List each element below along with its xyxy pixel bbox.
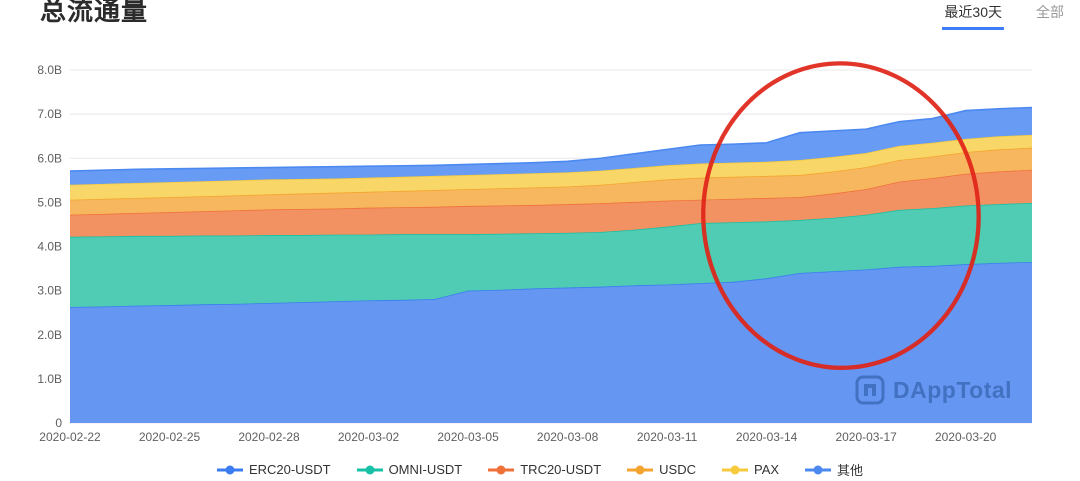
series-area-usdc[interactable] — [70, 147, 1032, 215]
legend-item-label: TRC20-USDT — [520, 462, 602, 477]
series-area-其他[interactable] — [70, 107, 1032, 185]
x-axis-tick-label: 2020-02-25 — [139, 430, 201, 444]
legend-item-label: PAX — [753, 462, 780, 477]
legend-marker-icon — [216, 465, 243, 474]
y-axis-tick-label: 5.0B — [37, 195, 62, 209]
x-axis-tick-label: 2020-03-11 — [637, 430, 698, 444]
series-area-pax[interactable] — [70, 134, 1032, 200]
legend-item-label: ERC20-USDT — [248, 462, 331, 477]
chart-legend: ERC20-USDT OMNI-USDT TRC20-USDT USDC PAX 其他 — [0, 460, 1080, 479]
legend-marker-icon — [805, 465, 832, 474]
y-axis-tick-label: 0 — [55, 416, 62, 430]
legend-item-erc20-usdt[interactable]: ERC20-USDT — [216, 462, 331, 477]
y-axis-tick-label: 6.0B — [37, 151, 62, 165]
x-axis-tick-label: 2020-03-17 — [835, 430, 897, 444]
legend-item-其他[interactable]: 其他 — [805, 460, 863, 479]
y-axis-tick-label: 4.0B — [37, 240, 62, 254]
stacked-area-chart[interactable]: 0 1.0B 2.0B 3.0B 4.0B 5.0B 6.0B 7.0B 8.0B 2020-02… — [0, 0, 1080, 455]
series-line-其他 — [69, 106, 1033, 172]
legend-item-trc20-usdt[interactable]: TRC20-USDT — [488, 462, 601, 477]
y-axis-tick-label: 2.0B — [37, 328, 62, 342]
x-axis-tick-label: 2020-02-22 — [39, 430, 101, 444]
legend-item-label: 其他 — [837, 463, 864, 478]
legend-item-usdc[interactable]: USDC — [627, 462, 696, 477]
legend-item-label: USDC — [659, 462, 696, 477]
legend-marker-icon — [627, 465, 654, 474]
y-axis-tick-label: 8.0B — [37, 63, 62, 77]
legend-marker-icon — [356, 465, 383, 474]
legend-marker-icon — [721, 465, 748, 474]
tab-last-30-days[interactable]: 最近30天 — [942, 0, 1004, 30]
x-axis-tick-label: 2020-03-08 — [537, 430, 599, 444]
x-axis-tick-label: 2020-03-14 — [736, 430, 798, 444]
series-area-omni-usdt[interactable] — [70, 202, 1032, 307]
x-axis-tick-label: 2020-03-02 — [338, 430, 400, 444]
tab-all[interactable]: 全部 — [1034, 0, 1066, 27]
legend-marker-icon — [488, 465, 515, 474]
legend-item-label: OMNI-USDT — [388, 462, 463, 477]
y-axis-tick-label: 1.0B — [37, 372, 62, 386]
y-axis-tick-label: 7.0B — [37, 107, 62, 121]
x-axis-tick-label: 2020-03-05 — [437, 430, 499, 444]
page-title: 总流通量 — [40, 0, 149, 26]
x-axis-tick-label: 2020-02-28 — [238, 430, 300, 444]
legend-item-omni-usdt[interactable]: OMNI-USDT — [356, 462, 463, 477]
y-axis-tick-label: 3.0B — [37, 284, 62, 298]
annotation-circle — [701, 61, 981, 370]
series-area-trc20-usdt[interactable] — [70, 169, 1032, 237]
legend-item-pax[interactable]: PAX — [721, 462, 780, 477]
range-tabs: 最近30天 全部 — [942, 0, 1066, 30]
x-axis-tick-label: 2020-03-20 — [935, 430, 997, 444]
